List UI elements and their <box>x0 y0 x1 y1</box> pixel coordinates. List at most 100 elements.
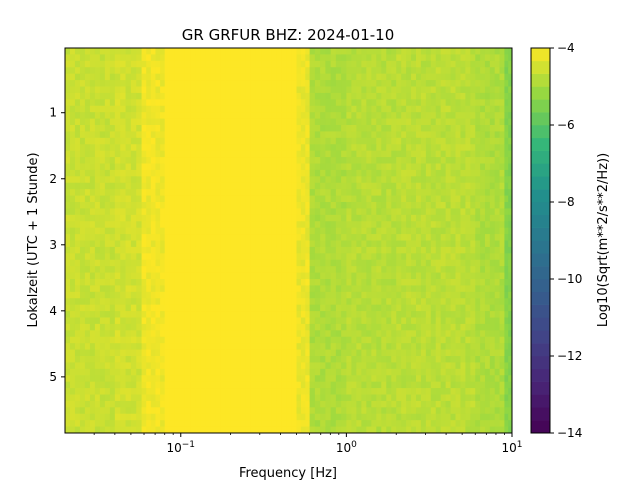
heatmap-cell <box>89 112 96 120</box>
heatmap-cell <box>386 388 392 395</box>
heatmap-cell <box>435 227 442 235</box>
heatmap-cell <box>114 221 121 229</box>
heatmap-cell <box>335 92 342 100</box>
heatmap-cell <box>489 73 496 81</box>
heatmap-cell <box>235 202 242 209</box>
heatmap-cell <box>190 169 196 177</box>
heatmap-cell <box>386 189 392 197</box>
heatmap-cell <box>309 221 316 229</box>
heatmap-cell <box>225 375 232 383</box>
heatmap-cell <box>210 388 216 395</box>
heatmap-cell <box>314 375 321 383</box>
heatmap-cell <box>361 356 367 363</box>
heatmap-cell <box>230 214 237 222</box>
heatmap-cell <box>276 92 282 100</box>
heatmap-cell <box>401 86 407 94</box>
heatmap-cell <box>391 311 397 318</box>
heatmap-cell <box>125 362 132 370</box>
heatmap-cell <box>425 285 432 293</box>
heatmap-cell <box>200 99 206 107</box>
heatmap-cell <box>225 323 232 331</box>
heatmap-cell <box>356 80 362 87</box>
heatmap-cell <box>300 67 306 75</box>
heatmap-cell <box>125 291 132 299</box>
heatmap-cell <box>190 105 196 113</box>
heatmap-cell <box>271 362 277 370</box>
heatmap-cell <box>79 157 86 164</box>
heatmap-cell <box>296 99 302 107</box>
heatmap-cell <box>351 330 357 338</box>
heatmap-cell <box>401 330 407 338</box>
heatmap-cell <box>296 246 302 254</box>
heatmap-cell <box>205 131 211 139</box>
heatmap-cell <box>455 150 461 158</box>
heatmap-cell <box>74 285 81 293</box>
heatmap-cell <box>325 336 332 344</box>
heatmap-cell <box>465 272 471 280</box>
heatmap-cell <box>470 60 476 68</box>
heatmap-cell <box>386 176 392 184</box>
heatmap-cell <box>305 298 311 306</box>
heatmap-cell <box>391 362 397 370</box>
heatmap-cell <box>174 131 181 139</box>
heatmap-cell <box>195 394 201 402</box>
heatmap-cell <box>69 304 76 312</box>
heatmap-cell <box>245 253 252 261</box>
heatmap-cell <box>465 105 471 113</box>
heatmap-cell <box>160 285 166 293</box>
heatmap-cell <box>450 407 456 415</box>
heatmap-cell <box>314 48 321 55</box>
heatmap-cell <box>210 298 216 306</box>
heatmap-cell <box>200 54 206 62</box>
heatmap-cell <box>184 60 191 68</box>
heatmap-cell <box>475 80 481 87</box>
heatmap-cell <box>245 400 252 408</box>
heatmap-cell <box>190 388 196 395</box>
heatmap-cell <box>210 330 216 338</box>
heatmap-cell <box>164 343 171 351</box>
heatmap-cell <box>330 163 337 171</box>
heatmap-cell <box>415 189 422 197</box>
heatmap-cell <box>425 311 432 318</box>
heatmap-cell <box>130 99 137 107</box>
heatmap-cell <box>460 279 466 286</box>
heatmap-cell <box>141 125 147 132</box>
heatmap-cell <box>381 105 387 113</box>
heatmap-cell <box>200 253 206 261</box>
heatmap-cell <box>169 112 176 120</box>
heatmap-cell <box>420 60 427 68</box>
heatmap-cell <box>406 67 412 75</box>
heatmap-cell <box>460 73 466 81</box>
heatmap-cell <box>114 343 121 351</box>
heatmap-cell <box>84 112 91 120</box>
heatmap-cell <box>146 234 152 241</box>
heatmap-cell <box>114 400 121 408</box>
heatmap-cell <box>276 163 282 171</box>
heatmap-cell <box>184 234 191 241</box>
heatmap-cell <box>164 48 171 55</box>
heatmap-cell <box>455 73 461 81</box>
heatmap-cell <box>455 362 461 370</box>
heatmap-cell <box>325 105 332 113</box>
heatmap-cell <box>225 381 232 389</box>
heatmap-cell <box>250 266 257 274</box>
heatmap-cell <box>411 266 417 274</box>
heatmap-cell <box>376 272 382 280</box>
heatmap-cell <box>190 317 196 325</box>
heatmap-cell <box>351 208 357 216</box>
heatmap-cell <box>391 240 397 248</box>
heatmap-cell <box>155 80 161 87</box>
heatmap-cell <box>179 266 186 274</box>
heatmap-cell <box>381 163 387 171</box>
heatmap-cell <box>286 163 292 171</box>
heatmap-cell <box>99 54 106 62</box>
heatmap-cell <box>94 388 101 395</box>
heatmap-cell <box>184 375 191 383</box>
heatmap-cell <box>94 259 101 267</box>
heatmap-cell <box>300 304 306 312</box>
heatmap-cell <box>245 259 252 267</box>
heatmap-cell <box>346 285 352 293</box>
heatmap-cell <box>401 407 407 415</box>
heatmap-cell <box>314 259 321 267</box>
heatmap-cell <box>240 221 247 229</box>
